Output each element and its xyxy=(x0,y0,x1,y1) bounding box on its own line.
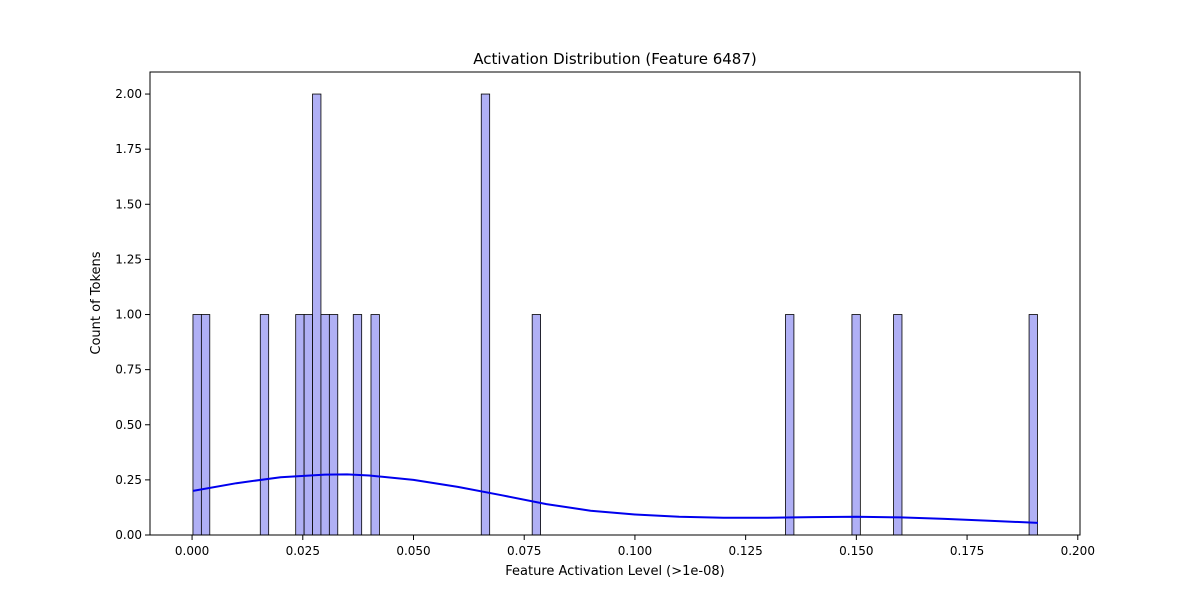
x-tick-label: 0.025 xyxy=(286,544,320,558)
y-tick-label: 2.00 xyxy=(115,87,142,101)
histogram-bar xyxy=(370,314,380,536)
y-tick-label: 1.75 xyxy=(115,142,142,156)
kde-curve-group xyxy=(192,473,1038,524)
y-axis-ticks: 0.00 0.25 0.50 0.75 1.00 1.25 1.50 1.75 2.00 xyxy=(115,87,150,542)
y-axis-label: Count of Tokens xyxy=(89,251,104,354)
y-tick-label: 0.25 xyxy=(115,473,142,487)
histogram-bar xyxy=(1028,314,1038,536)
kde-curve xyxy=(192,473,1038,524)
histogram-bar xyxy=(192,314,202,536)
x-axis-label: Feature Activation Level (>1e-08) xyxy=(505,564,724,579)
x-tick-label: 0.100 xyxy=(618,544,652,558)
histogram-bar xyxy=(312,93,322,536)
y-tick-label: 0.75 xyxy=(115,363,142,377)
histogram-bar xyxy=(785,314,795,536)
histogram-bar xyxy=(259,314,270,536)
x-tick-label: 0.175 xyxy=(950,544,984,558)
x-tick-label: 0.050 xyxy=(396,544,430,558)
x-tick-label: 0.075 xyxy=(507,544,541,558)
chart-title: Activation Distribution (Feature 6487) xyxy=(473,50,756,68)
histogram-bar xyxy=(480,93,491,536)
histogram-bars xyxy=(192,93,1038,536)
histogram-bar xyxy=(352,314,363,536)
histogram-bar xyxy=(893,314,903,536)
histogram-bar xyxy=(320,314,330,536)
x-tick-label: 0.200 xyxy=(1061,544,1095,558)
y-tick-label: 0.00 xyxy=(115,528,142,542)
y-tick-label: 1.25 xyxy=(115,252,142,266)
histogram-bar xyxy=(200,314,211,536)
y-tick-label: 0.50 xyxy=(115,418,142,432)
plot-frame xyxy=(149,71,1081,536)
histogram-bar xyxy=(303,314,313,536)
histogram-bar xyxy=(295,314,305,536)
x-tick-label: 0.125 xyxy=(728,544,762,558)
x-tick-label: 0.150 xyxy=(839,544,873,558)
x-axis-ticks: 0.000 0.025 0.050 0.075 0.100 0.125 0.150 0.175… xyxy=(175,535,1095,558)
y-tick-label: 1.50 xyxy=(115,197,142,211)
histogram-bar xyxy=(851,314,861,536)
histogram-bar xyxy=(328,314,339,536)
x-tick-label: 0.000 xyxy=(175,544,209,558)
y-tick-label: 1.00 xyxy=(115,308,142,322)
